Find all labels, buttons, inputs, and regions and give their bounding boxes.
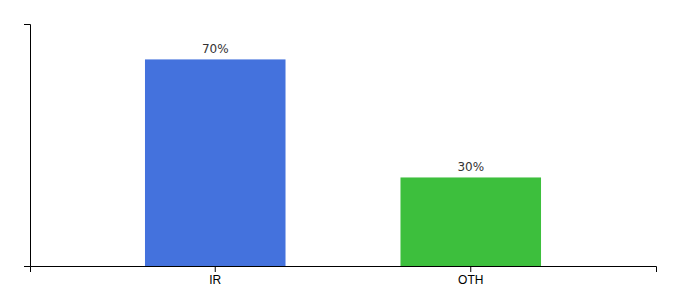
x-tick: OTH <box>458 266 483 287</box>
chart-container: 70% 30% IR OTH <box>0 0 680 300</box>
x-axis-line <box>31 267 657 273</box>
x-tick-label: OTH <box>458 273 483 287</box>
data-label: 70% <box>202 42 229 56</box>
x-tick-mark <box>215 266 216 272</box>
data-label: 30% <box>457 160 484 174</box>
data-labels: 70% 30% <box>202 42 484 174</box>
bars <box>145 59 541 266</box>
bar <box>145 59 286 266</box>
y-axis-line <box>24 25 31 267</box>
bar <box>400 177 541 266</box>
x-tick-mark <box>470 266 471 272</box>
x-tick-label: IR <box>209 273 221 287</box>
plot: 70% 30% IR OTH <box>24 25 657 287</box>
chart-svg: 70% 30% IR OTH <box>0 0 680 300</box>
x-tick: IR <box>209 266 221 287</box>
y-axis <box>24 25 31 267</box>
x-axis: IR OTH <box>31 266 657 287</box>
